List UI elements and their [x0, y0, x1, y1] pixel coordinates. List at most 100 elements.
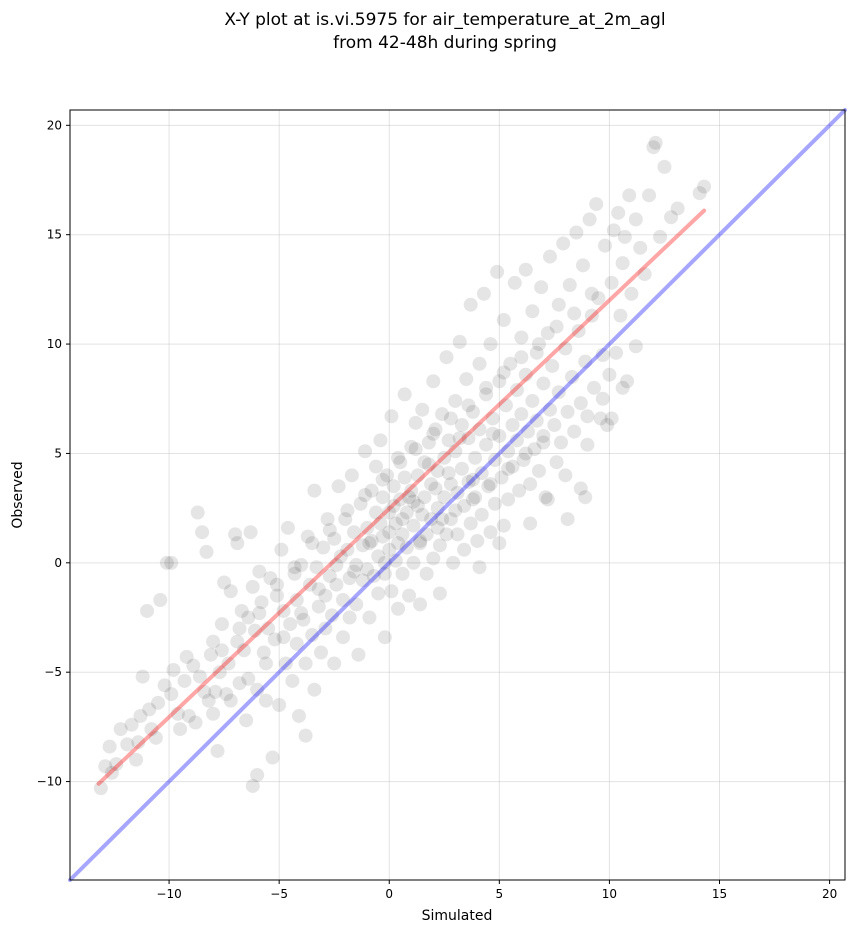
data-point-29 [203, 647, 218, 662]
data-point-255 [564, 369, 579, 384]
data-point-80 [307, 682, 322, 697]
data-point-237 [534, 280, 549, 295]
data-point-4 [113, 722, 128, 737]
data-point-112 [360, 562, 375, 577]
data-point-317 [479, 380, 494, 395]
data-point-138 [395, 566, 410, 581]
y-axis-ticks: −10 −5 0 5 10 15 20 [37, 118, 70, 789]
data-point-302 [214, 643, 229, 658]
data-point-242 [542, 402, 557, 417]
data-point-219 [505, 459, 520, 474]
data-point-111 [360, 520, 375, 535]
data-point-20 [173, 722, 188, 737]
data-point-305 [269, 577, 284, 592]
data-point-189 [463, 516, 478, 531]
data-point-345 [241, 671, 256, 686]
data-point-260 [573, 481, 588, 496]
data-point-32 [210, 743, 225, 758]
data-point-140 [397, 470, 412, 485]
data-point-137 [395, 527, 410, 542]
data-point-134 [391, 601, 406, 616]
data-point-343 [276, 630, 291, 645]
data-point-248 [551, 385, 566, 400]
x-tick-label-3: 5 [496, 887, 504, 901]
grid-lines [70, 110, 845, 880]
data-point-333 [452, 431, 467, 446]
data-point-367 [578, 490, 593, 505]
data-point-291 [657, 159, 672, 174]
data-point-48 [245, 579, 260, 594]
data-point-139 [397, 387, 412, 402]
chart-title: X-Y plot at is.vi.5975 for air_temperatu… [224, 10, 665, 30]
data-point-350 [391, 536, 406, 551]
data-point-170 [437, 490, 452, 505]
data-point-243 [542, 249, 557, 264]
data-point-251 [558, 341, 573, 356]
data-point-133 [388, 553, 403, 568]
reference-lines [68, 108, 847, 882]
data-point-165 [430, 501, 445, 516]
data-point-96 [336, 593, 351, 607]
data-point-200 [479, 387, 494, 402]
data-point-51 [250, 768, 265, 782]
data-point-23 [186, 658, 201, 673]
data-point-55 [256, 645, 271, 660]
data-point-308 [322, 523, 337, 537]
data-point-131 [386, 479, 401, 494]
data-point-136 [393, 492, 408, 507]
data-point-3 [109, 757, 124, 772]
data-point-109 [355, 573, 370, 588]
data-point-241 [540, 326, 555, 341]
data-point-335 [382, 525, 397, 540]
data-point-233 [527, 442, 542, 457]
data-point-81 [307, 483, 322, 498]
y-tick-label-5: 15 [47, 228, 62, 242]
data-point-321 [549, 319, 564, 334]
data-point-91 [327, 656, 342, 671]
data-point-42 [232, 676, 247, 691]
data-point-358 [536, 435, 551, 450]
data-point-304 [252, 606, 267, 621]
data-point-355 [483, 477, 498, 492]
data-point-362 [558, 468, 573, 483]
data-point-262 [578, 354, 593, 369]
data-point-30 [206, 634, 221, 649]
data-point-184 [457, 498, 472, 513]
data-point-230 [523, 477, 538, 492]
data-point-150 [410, 498, 425, 513]
data-point-240 [538, 490, 553, 505]
data-point-359 [492, 536, 507, 551]
data-point-245 [547, 418, 562, 432]
data-point-0 [93, 781, 108, 796]
data-point-206 [487, 453, 502, 467]
data-point-142 [399, 540, 414, 555]
data-point-70 [289, 593, 304, 607]
data-point-269 [593, 411, 608, 426]
x-tick-label-2: 0 [385, 887, 393, 901]
data-point-8 [133, 708, 148, 723]
x-tick-label-1: −5 [270, 887, 288, 901]
data-point-329 [395, 512, 410, 527]
data-point-69 [287, 566, 302, 581]
identity-line [68, 108, 847, 882]
data-point-296 [104, 765, 119, 780]
data-point-268 [591, 291, 606, 306]
data-point-152 [413, 597, 428, 612]
data-point-284 [628, 212, 643, 227]
data-point-196 [472, 422, 487, 437]
data-point-34 [214, 617, 229, 632]
data-point-132 [388, 516, 403, 531]
data-point-364 [604, 411, 619, 426]
data-point-313 [408, 442, 423, 457]
data-point-238 [536, 376, 551, 391]
data-point-2 [102, 739, 117, 754]
data-point-229 [520, 424, 535, 439]
data-point-318 [496, 365, 511, 380]
data-point-35 [217, 575, 232, 590]
data-point-351 [413, 533, 428, 548]
data-point-315 [443, 411, 458, 426]
data-point-324 [373, 516, 388, 531]
data-point-185 [457, 542, 472, 557]
data-point-176 [446, 555, 461, 570]
